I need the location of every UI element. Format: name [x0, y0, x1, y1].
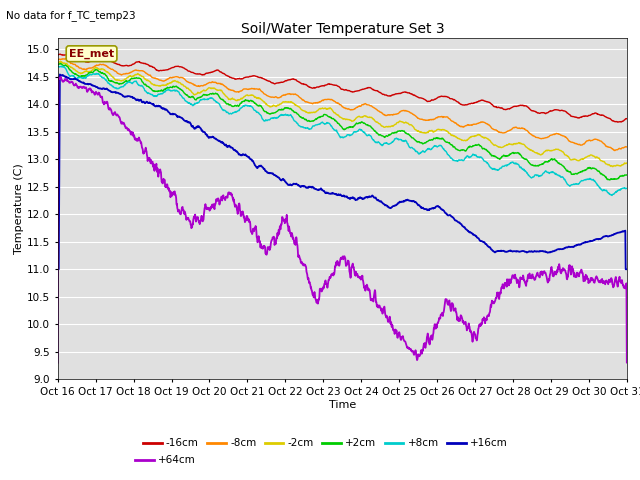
- +64cm: [296, 254, 303, 260]
- +8cm: [54, 63, 62, 69]
- +16cm: [318, 187, 326, 193]
- +2cm: [318, 114, 326, 120]
- +16cm: [378, 200, 386, 205]
- -16cm: [378, 91, 386, 97]
- -8cm: [122, 71, 129, 77]
- -16cm: [296, 79, 303, 85]
- -8cm: [623, 144, 631, 150]
- +2cm: [57, 60, 65, 66]
- -8cm: [308, 100, 316, 106]
- -2cm: [296, 105, 303, 110]
- -16cm: [318, 83, 326, 89]
- +8cm: [378, 143, 386, 149]
- +64cm: [623, 360, 631, 366]
- +16cm: [623, 266, 631, 272]
- Line: +64cm: +64cm: [58, 77, 627, 363]
- -8cm: [62, 56, 70, 61]
- X-axis label: Time: Time: [329, 400, 356, 409]
- +2cm: [308, 118, 316, 124]
- Line: +2cm: +2cm: [58, 63, 627, 180]
- +16cm: [56, 72, 64, 77]
- -8cm: [611, 148, 619, 154]
- +8cm: [608, 192, 616, 198]
- +8cm: [54, 63, 61, 69]
- -2cm: [318, 106, 326, 111]
- -2cm: [56, 59, 64, 64]
- +2cm: [623, 172, 631, 178]
- -16cm: [56, 51, 64, 57]
- +64cm: [54, 360, 61, 366]
- -8cm: [98, 62, 106, 68]
- Line: -16cm: -16cm: [58, 54, 627, 122]
- +2cm: [606, 177, 614, 183]
- -16cm: [614, 119, 621, 125]
- +64cm: [122, 123, 129, 129]
- -2cm: [54, 60, 61, 65]
- +16cm: [54, 266, 61, 272]
- +8cm: [318, 120, 326, 125]
- +2cm: [378, 133, 386, 139]
- +8cm: [623, 185, 631, 191]
- +64cm: [318, 288, 326, 294]
- +64cm: [98, 94, 106, 99]
- -2cm: [609, 164, 616, 169]
- Legend: +64cm: +64cm: [131, 451, 200, 469]
- Text: EE_met: EE_met: [69, 48, 114, 59]
- +2cm: [296, 113, 303, 119]
- +2cm: [98, 70, 106, 75]
- +8cm: [308, 126, 316, 132]
- +16cm: [98, 86, 106, 92]
- Line: +8cm: +8cm: [58, 66, 627, 195]
- -16cm: [98, 55, 106, 60]
- -16cm: [308, 85, 316, 91]
- -8cm: [378, 110, 386, 116]
- -2cm: [623, 160, 631, 166]
- +16cm: [308, 184, 316, 190]
- +8cm: [122, 82, 129, 88]
- Title: Soil/Water Temperature Set 3: Soil/Water Temperature Set 3: [241, 22, 444, 36]
- -8cm: [296, 95, 303, 100]
- +2cm: [54, 61, 61, 67]
- -16cm: [623, 116, 631, 121]
- +16cm: [122, 94, 129, 99]
- Line: -2cm: -2cm: [58, 61, 627, 167]
- +8cm: [296, 123, 303, 129]
- -2cm: [98, 66, 106, 72]
- +16cm: [296, 183, 303, 189]
- Line: -8cm: -8cm: [58, 59, 627, 151]
- +2cm: [122, 78, 129, 84]
- -8cm: [54, 57, 61, 63]
- -8cm: [318, 98, 326, 104]
- +64cm: [378, 308, 386, 314]
- +8cm: [98, 74, 106, 80]
- +64cm: [57, 74, 65, 80]
- -2cm: [378, 123, 386, 129]
- Y-axis label: Temperature (C): Temperature (C): [14, 163, 24, 254]
- -2cm: [122, 76, 129, 82]
- Line: +16cm: +16cm: [58, 74, 627, 269]
- -16cm: [122, 63, 129, 69]
- Text: No data for f_TC_temp23: No data for f_TC_temp23: [6, 10, 136, 21]
- -2cm: [308, 110, 316, 116]
- +64cm: [308, 287, 316, 293]
- -16cm: [54, 52, 61, 58]
